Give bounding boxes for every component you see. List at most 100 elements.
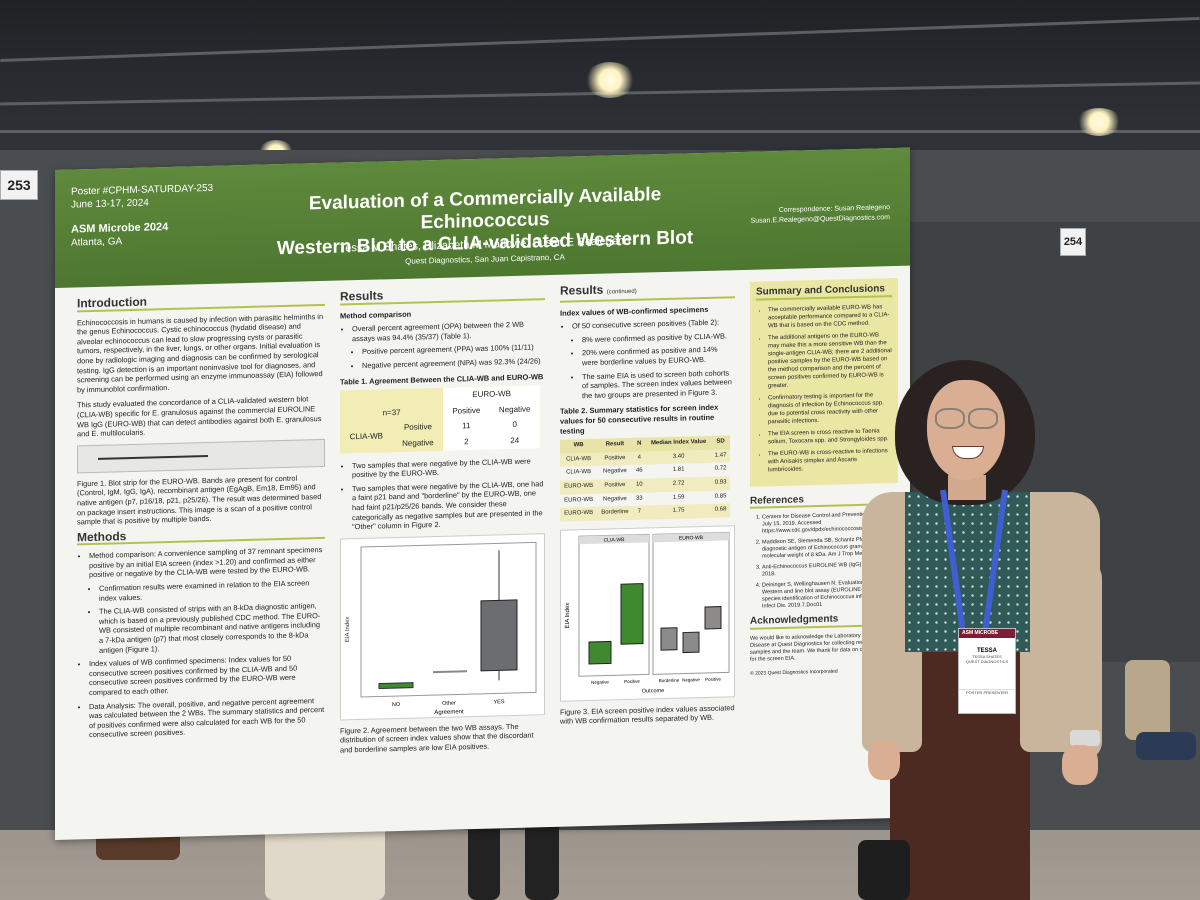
table-cell: Negative: [603, 468, 627, 475]
glasses-icon: [968, 408, 998, 429]
table-cell: 33: [635, 495, 643, 502]
panel-label: CLIA-WB: [604, 537, 625, 544]
subsection-heading: Method comparison: [340, 309, 412, 321]
presenter-hand: [868, 740, 900, 780]
glasses-icon: [935, 408, 965, 429]
table-cell: 24: [489, 432, 540, 450]
table-header: Negative: [489, 401, 540, 418]
tick-label: Positive: [705, 676, 721, 681]
tick-label: Negative: [591, 679, 609, 684]
poster-column-3: Results (continued) Index values of WB-c…: [560, 282, 735, 732]
research-poster: Poster #CPHM-SATURDAY-253 June 13-17, 20…: [55, 147, 910, 841]
axis-label: EIA Index: [345, 616, 351, 642]
axis-label: EIA Index: [565, 602, 571, 628]
smartwatch: [1070, 730, 1100, 746]
list-item: The additional antigens on the EURO-WB m…: [768, 331, 892, 390]
ceiling-light: [1076, 108, 1122, 136]
table-cell: EURO-WB: [560, 506, 598, 522]
plot-frame: [360, 541, 537, 698]
table-cell: 2: [443, 433, 490, 451]
box-no: [378, 681, 414, 689]
box-euro-negative: [682, 631, 700, 653]
box-euro-positive: [704, 605, 722, 630]
box-euro-borderline: [660, 626, 678, 651]
meeting-location: Atlanta, GA: [71, 236, 123, 249]
poster-meta: Poster #CPHM-SATURDAY-253 June 13-17, 20…: [71, 182, 213, 250]
poster-correspondence: Correspondence: Susan Realegeno Susan.E.…: [751, 203, 890, 227]
table-header: Positive: [443, 402, 490, 420]
list-item: The EURO-WB is cross-reactive to infecti…: [768, 447, 892, 474]
list-item: Two samples that were negative by the CL…: [352, 456, 545, 480]
table-header: SD: [711, 435, 730, 450]
list-item: Confirmation results were examined in re…: [99, 578, 325, 603]
figure-3-svg: EIA Index CLIA-WB EURO-WB Negative Posit…: [565, 531, 730, 694]
table-title: Table 2. Summary statistics for screen i…: [560, 402, 719, 436]
tick-label: Negative: [682, 677, 700, 682]
results-list: Overall percent agreement (OPA) between …: [340, 319, 545, 371]
badge-name: TESSA: [976, 648, 997, 654]
plot-panel: [652, 531, 730, 675]
badge-role: POSTER PRESENTER: [959, 689, 1015, 695]
list-item: 8% were confirmed as positive by CLIA-WB…: [582, 331, 735, 345]
name-badge: ASM MICROBE TESSA TESSA SHATES QUEST DIA…: [958, 628, 1016, 714]
presenter-blouse-pattern: [905, 492, 1030, 652]
list-item: The CLIA-WB consisted of strips with an …: [99, 601, 325, 655]
badge-full-name: TESSA SHATES: [972, 654, 1002, 659]
box-clia-negative: [588, 640, 612, 665]
figure-2-svg: EIA Index NO Other YES Agreement: [345, 541, 537, 716]
booth-number-left: 253: [0, 170, 38, 200]
figure-3-boxplot: EIA Index CLIA-WB EURO-WB Negative Posit…: [560, 524, 735, 702]
table-cell: Positive: [597, 451, 633, 467]
results-list: Two samples that were negative by the CL…: [340, 456, 545, 533]
background-person-shoe: [1136, 732, 1196, 760]
agreement-table: EURO-WB n=37 Positive Negative CLIA-WB P…: [340, 385, 540, 454]
list-item: The commercially available EURO-WB has a…: [768, 303, 892, 330]
section-heading-text: Results: [560, 282, 604, 298]
box-clia-positive: [620, 582, 644, 645]
section-heading: Introduction: [77, 292, 325, 313]
table-cell: 4: [632, 451, 647, 466]
panel-label: EURO-WB: [679, 535, 704, 542]
table-cell: EURO-WB: [564, 496, 594, 504]
blot-strip-image: [77, 438, 325, 474]
table-cell: 7: [632, 505, 647, 520]
summary-box: Summary and Conclusions The commercially…: [750, 277, 898, 487]
list-item: Index values of WB confirmed specimens: …: [89, 653, 325, 698]
presenter-arm: [1062, 560, 1102, 760]
table-cell: Negative: [603, 495, 627, 503]
list-item: Method comparison: A convenience samplin…: [89, 545, 325, 580]
poster-column-2: Results Method comparison Overall percen…: [340, 287, 545, 761]
list-item: Of 50 consecutive screen positives (Tabl…: [572, 317, 735, 331]
box-other: [433, 669, 467, 673]
table-cell: 0.93: [711, 476, 730, 491]
table-cell: 11: [443, 417, 490, 435]
poster-header: Poster #CPHM-SATURDAY-253 June 13-17, 20…: [55, 147, 910, 288]
axis-label: Agreement: [434, 709, 464, 716]
box-yes: [480, 599, 518, 672]
section-heading: Methods: [77, 526, 325, 546]
tick-label: NO: [392, 702, 401, 708]
section-heading: Summary and Conclusions: [756, 283, 892, 301]
list-item: Overall percent agreement (OPA) between …: [352, 319, 545, 343]
table-header: Negative: [402, 438, 434, 448]
table-header: Positive: [403, 422, 432, 433]
figure-caption: Figure 2. Agreement between the two WB a…: [340, 721, 534, 755]
list-item: Data Analysis: The overall, positive, an…: [89, 696, 325, 741]
badge-brand: ASM MICROBE: [959, 629, 1015, 638]
methods-list: Method comparison: A convenience samplin…: [77, 545, 325, 740]
table-cell: Borderline: [597, 505, 633, 521]
list-item: Positive percent agreement (PPA) was 100…: [362, 343, 545, 357]
table-cell: 1.47: [711, 449, 730, 464]
table-cell: [393, 388, 444, 405]
table-header: Result: [597, 438, 633, 453]
tick-label: Borderline: [659, 677, 680, 683]
section-heading: Results: [340, 287, 545, 306]
figure-caption: Figure 3. EIA screen positive index valu…: [560, 702, 735, 727]
tick-label: Positive: [624, 678, 640, 683]
panel-strip: [653, 532, 729, 543]
booth-number-right: 254: [1060, 228, 1086, 256]
results-list: Of 50 consecutive screen positives (Tabl…: [560, 317, 735, 401]
presenter-face: [927, 380, 1005, 480]
panel-strip: [579, 534, 649, 544]
tick-label: Other: [442, 700, 456, 706]
